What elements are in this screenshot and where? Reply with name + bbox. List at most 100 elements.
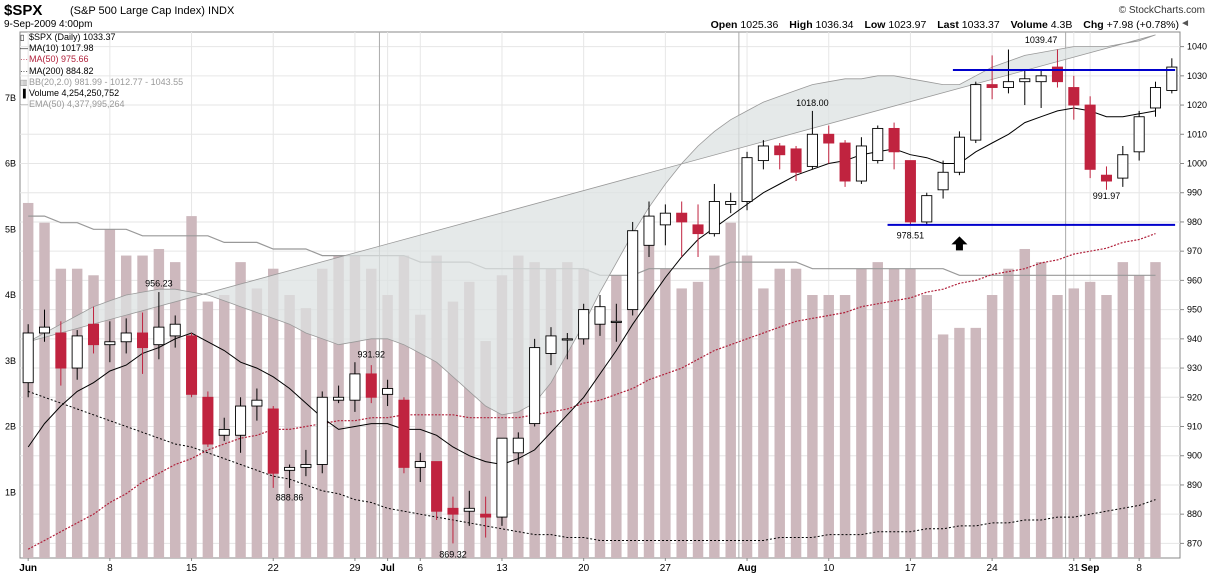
- legend-label: BB(20,2.0) 981.99 - 1012.77 - 1043.55: [29, 76, 184, 87]
- candle-body: [888, 127, 900, 153]
- volume-bar: [55, 268, 67, 558]
- stockcharts-credit: © StockCharts.com: [1118, 5, 1205, 16]
- candle-body: [692, 224, 704, 235]
- candle-body: [365, 373, 377, 398]
- last-label: Last: [937, 19, 959, 31]
- candle-body: [1035, 75, 1047, 83]
- candle-body: [970, 84, 982, 141]
- candle-body: [71, 335, 83, 369]
- volume-bar: [790, 268, 802, 558]
- candle-body: [578, 309, 590, 340]
- scroll-left-icon[interactable]: ◄: [1180, 18, 1190, 29]
- volume-bar: [839, 295, 851, 558]
- candle-body: [333, 396, 345, 401]
- legend-item: —EMA(50) 4,377,995,264: [20, 99, 183, 110]
- volume-bar: [725, 222, 736, 559]
- candle-body: [904, 160, 916, 223]
- volume-bar: [594, 308, 606, 558]
- x-tick-label: 27: [660, 563, 672, 574]
- volume-bar: [888, 268, 900, 558]
- candle-body: [1068, 87, 1080, 106]
- candle-body: [741, 157, 753, 202]
- volume-tick-label: 2B: [5, 422, 16, 432]
- chart-date: 9-Sep-2009 4:00pm: [4, 19, 93, 30]
- legend-label: EMA(50) 4,377,995,264: [29, 99, 125, 110]
- volume-bar: [676, 288, 687, 558]
- volume-bar: [382, 295, 393, 558]
- volume-tick-label: 7B: [5, 93, 16, 103]
- candle-body: [725, 201, 737, 205]
- candle-body: [316, 396, 328, 465]
- candle-body: [382, 388, 394, 395]
- candle-body: [921, 195, 933, 223]
- price-annotation: 869.32: [439, 549, 467, 559]
- y-tick-label: 910: [1187, 422, 1202, 432]
- candle-body: [757, 145, 769, 162]
- volume-bar: [137, 255, 148, 559]
- volume-bar: [986, 295, 998, 558]
- dot-swatch-icon: ···: [20, 66, 28, 76]
- open-label: Open: [710, 19, 738, 31]
- candle-body: [610, 320, 622, 323]
- volume-bar: [758, 288, 769, 558]
- volume-bar: [39, 222, 50, 559]
- volume-bar: [415, 314, 426, 558]
- price-annotation: 956.23: [145, 278, 173, 288]
- candle-body: [659, 212, 671, 226]
- volume-bar: [1101, 295, 1112, 558]
- candle-body: [986, 84, 998, 88]
- candle-body: [414, 461, 426, 468]
- candle-body: [806, 133, 818, 167]
- ma200-line: [28, 390, 1156, 541]
- candle-body: [137, 332, 149, 349]
- candle-body: [839, 142, 851, 182]
- volume-bar: [872, 262, 883, 558]
- volume-bar: [611, 275, 622, 558]
- volume-bar: [823, 295, 834, 558]
- price-annotation: 1018.00: [796, 98, 829, 108]
- legend-item: ▥BB(20,2.0) 981.99 - 1012.77 - 1043.55: [20, 77, 183, 88]
- volume-bar: [104, 229, 116, 558]
- candle-body: [1019, 78, 1031, 83]
- low-label: Low: [864, 19, 886, 31]
- volume-tick-label: 4B: [5, 290, 16, 300]
- x-tick-label: 31: [1068, 563, 1080, 574]
- y-tick-label: 880: [1187, 509, 1202, 519]
- volume-bar: [709, 255, 720, 559]
- candle-body: [38, 326, 51, 334]
- line-swatch-icon: —: [20, 100, 28, 110]
- volume-bar: [545, 268, 557, 558]
- volume-bar: [562, 262, 573, 558]
- candle-body: [218, 428, 230, 436]
- volume-bar: [333, 255, 344, 559]
- volume-bar: [660, 268, 671, 558]
- candle-body: [855, 145, 867, 182]
- volume-bar: [905, 268, 916, 558]
- candle-body: [708, 201, 720, 235]
- volume-bar: [627, 288, 638, 558]
- candle-body: [1133, 116, 1145, 153]
- volume-bar: [496, 275, 508, 558]
- x-tick-label: 10: [823, 563, 835, 574]
- candle-body: [512, 437, 524, 454]
- x-tick-label: 8: [1136, 563, 1142, 574]
- candle-body: [790, 148, 802, 173]
- candle-body: [529, 347, 541, 425]
- volume-bar: [169, 262, 181, 558]
- band-swatch-icon: ▥: [20, 77, 28, 87]
- candle-body: [1100, 174, 1112, 182]
- candle-body: [774, 145, 786, 156]
- legend-item: ▯ $SPX (Daily) 1033.37: [20, 32, 183, 43]
- y-tick-label: 930: [1187, 363, 1202, 373]
- volume-bar: [1035, 262, 1047, 558]
- candle-body: [55, 332, 67, 369]
- candle-body: [169, 323, 181, 337]
- ma50-line: [27, 233, 1156, 550]
- legend-item: ···MA(200) 884.82: [20, 66, 183, 77]
- candle-body: [120, 332, 132, 343]
- legend-item: ▐ Volume 4,254,250,752: [20, 88, 183, 99]
- x-tick-label: 20: [578, 563, 590, 574]
- x-tick-label: Aug: [737, 563, 756, 574]
- candle-body: [545, 335, 557, 354]
- y-tick-label: 920: [1187, 392, 1202, 402]
